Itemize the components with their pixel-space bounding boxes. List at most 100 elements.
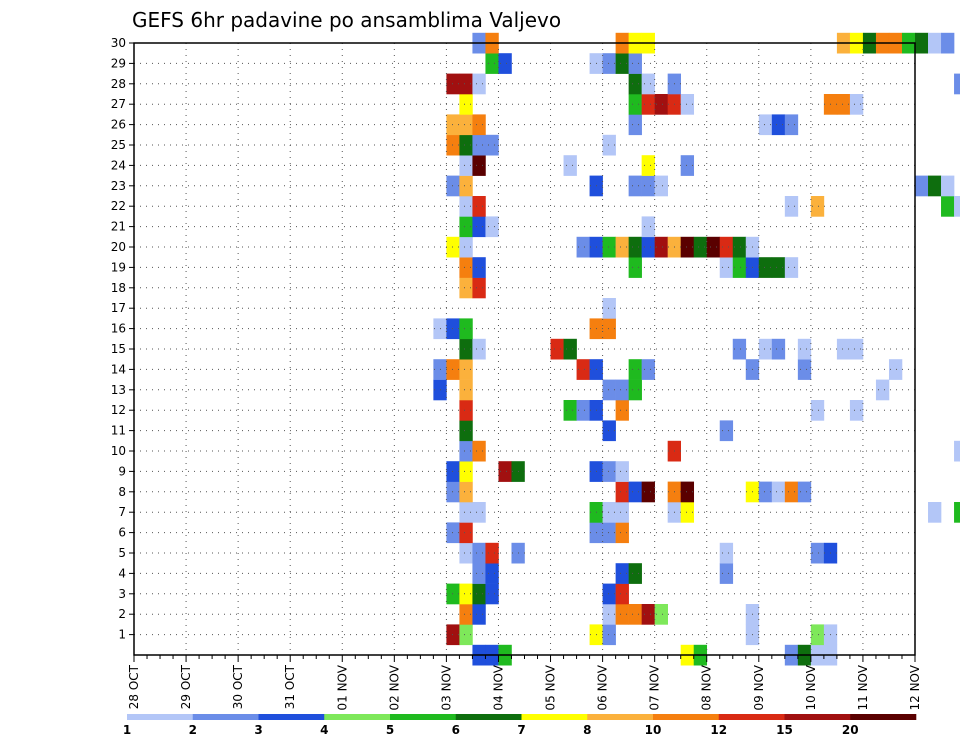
precip-cell: [459, 73, 473, 95]
y-tick-label: 16: [111, 322, 126, 336]
y-tick-label: 17: [111, 301, 126, 315]
precip-cell: [446, 481, 460, 503]
grid-layer: [134, 42, 915, 655]
legend-swatch: [784, 714, 851, 720]
precip-cell: [797, 338, 812, 360]
y-tick-label: 28: [111, 77, 126, 91]
precip-cell: [472, 73, 486, 95]
precip-cell: [459, 236, 473, 258]
precip-cell: [628, 604, 642, 625]
precip-cell: [446, 624, 460, 646]
precip-cell: [615, 400, 629, 421]
color-legend: 1 2 3 4 5 6 7 8 10 12 15 20: [123, 714, 917, 737]
x-tick-label: 12 NOV: [908, 664, 922, 710]
precip-cell: [485, 216, 499, 238]
precip-cell: [485, 542, 499, 564]
precip-cell: [459, 318, 473, 340]
precip-cell: [459, 502, 473, 523]
precip-cell: [797, 359, 812, 380]
x-tick-label: 03 NOV: [439, 664, 453, 710]
precip-cell: [602, 420, 616, 442]
precip-cell: [472, 563, 486, 584]
legend-label: 1: [123, 723, 131, 737]
legend-swatch: [587, 714, 654, 720]
precip-cell: [472, 542, 486, 564]
precip-cell: [602, 583, 616, 605]
precip-cell: [849, 400, 864, 421]
precip-cell: [836, 94, 851, 115]
precip-cell: [602, 604, 616, 625]
legend-label: 8: [583, 723, 591, 737]
legend-swatch: [390, 714, 457, 720]
y-tick-label: 24: [111, 158, 126, 172]
precip-cell: [758, 257, 773, 278]
precip-cell: [784, 114, 799, 136]
y-tick-label: 1: [118, 628, 126, 642]
y-tick-label: 30: [111, 36, 126, 50]
precip-cell: [628, 114, 642, 136]
precip-cell: [459, 604, 473, 625]
legend-swatch: [192, 714, 259, 720]
precip-cell: [719, 420, 734, 442]
precip-cell: [446, 175, 460, 197]
x-tick-label: 08 NOV: [700, 664, 714, 710]
precip-cell: [719, 563, 734, 584]
x-tick-label: 10 NOV: [804, 664, 818, 710]
precip-cell: [680, 481, 695, 503]
precip-cell: [654, 236, 668, 258]
precip-cell: [641, 236, 655, 258]
y-tick-label: 23: [111, 179, 126, 193]
legend-swatch: [653, 714, 720, 720]
y-tick-label: 12: [111, 403, 126, 417]
cells-layer: [433, 32, 960, 666]
precip-cell: [954, 196, 960, 217]
precip-cell: [680, 94, 695, 115]
precip-cell: [628, 53, 642, 74]
legend-swatch: [455, 714, 522, 720]
precip-cell: [719, 236, 734, 258]
precip-cell: [459, 338, 473, 360]
legend-label: 2: [189, 723, 197, 737]
precip-cell: [459, 94, 473, 115]
legend-label: 20: [842, 723, 859, 737]
precip-cell: [459, 379, 473, 401]
y-tick-label: 20: [111, 240, 126, 254]
precip-cell: [472, 502, 486, 523]
legend-label: 12: [710, 723, 727, 737]
precip-cell: [641, 359, 655, 380]
x-tick-label: 11 NOV: [856, 664, 870, 710]
precip-cell: [615, 583, 629, 605]
precip-cell: [446, 114, 460, 136]
precip-cell: [628, 257, 642, 278]
legend-label: 6: [452, 723, 460, 737]
x-tick-label: 09 NOV: [752, 664, 766, 710]
precip-cell: [472, 134, 486, 156]
precip-cell: [810, 624, 825, 646]
precip-cell: [485, 53, 499, 74]
y-tick-label: 3: [118, 587, 126, 601]
precip-cell: [459, 359, 473, 380]
precip-cell: [732, 236, 747, 258]
precip-cell: [654, 94, 668, 115]
precip-cell: [459, 175, 473, 197]
precip-cell: [602, 379, 616, 401]
precip-cell: [446, 318, 460, 340]
precip-cell: [446, 134, 460, 156]
precip-cell: [615, 236, 629, 258]
precip-cell: [784, 196, 799, 217]
precip-cell: [641, 604, 655, 625]
precip-cell: [771, 338, 786, 360]
precip-cell: [472, 338, 486, 360]
precip-cell: [472, 114, 486, 136]
precip-cell: [472, 604, 486, 625]
x-tick-label: 29 OCT: [179, 664, 193, 709]
precip-cell: [641, 94, 655, 115]
precip-cell: [602, 134, 616, 156]
precip-cell: [602, 624, 616, 646]
precip-cell: [771, 257, 786, 278]
precip-cell: [849, 94, 864, 115]
precip-cell: [615, 522, 629, 544]
precip-cell: [472, 440, 486, 462]
legend-label: 15: [776, 723, 793, 737]
y-tick-label: 10: [111, 444, 126, 458]
